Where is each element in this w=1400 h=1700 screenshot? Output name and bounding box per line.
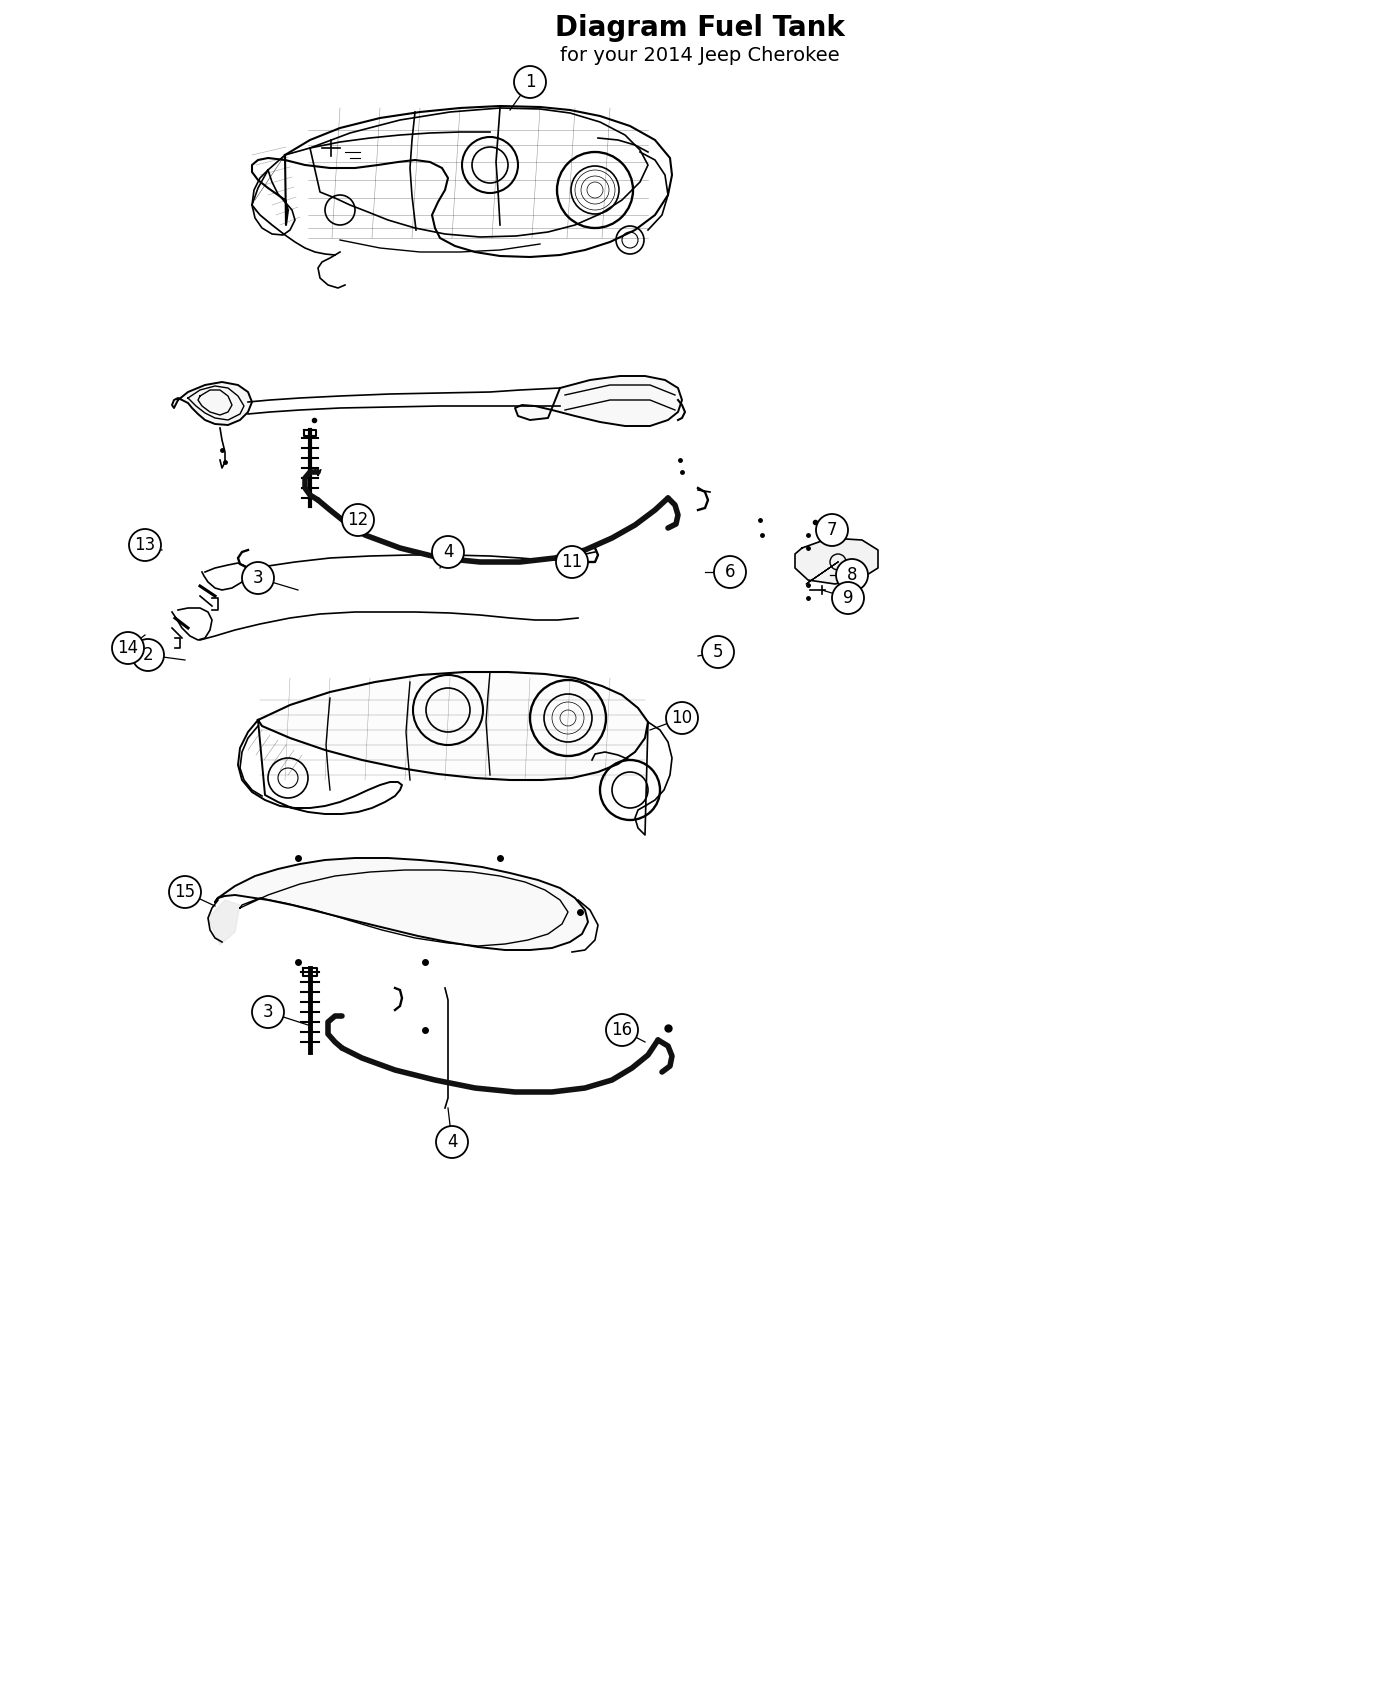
Circle shape (169, 876, 202, 908)
Text: 8: 8 (847, 566, 857, 585)
Text: 12: 12 (347, 512, 368, 529)
Text: 4: 4 (442, 542, 454, 561)
Polygon shape (258, 672, 648, 780)
Circle shape (701, 636, 734, 668)
Circle shape (132, 639, 164, 672)
Circle shape (832, 581, 864, 614)
Circle shape (714, 556, 746, 588)
Circle shape (129, 529, 161, 561)
Text: Diagram Fuel Tank: Diagram Fuel Tank (554, 14, 846, 42)
Circle shape (606, 1013, 638, 1046)
Text: 11: 11 (561, 552, 582, 571)
Text: 13: 13 (134, 536, 155, 554)
Circle shape (514, 66, 546, 99)
Polygon shape (172, 382, 252, 425)
Circle shape (435, 1125, 468, 1158)
Text: 3: 3 (252, 570, 263, 586)
Text: 6: 6 (725, 563, 735, 581)
Polygon shape (515, 376, 682, 427)
Polygon shape (209, 899, 239, 945)
Circle shape (666, 702, 699, 734)
Polygon shape (795, 537, 878, 585)
Text: 2: 2 (143, 646, 154, 665)
Text: 4: 4 (447, 1132, 458, 1151)
Text: 5: 5 (713, 643, 724, 661)
Circle shape (816, 513, 848, 546)
Text: 1: 1 (525, 73, 535, 92)
Circle shape (433, 536, 463, 568)
Text: 10: 10 (672, 709, 693, 728)
Text: 16: 16 (612, 1022, 633, 1039)
Text: 9: 9 (843, 588, 853, 607)
Circle shape (556, 546, 588, 578)
Circle shape (252, 996, 284, 1028)
Text: 15: 15 (175, 882, 196, 901)
Text: for your 2014 Jeep Cherokee: for your 2014 Jeep Cherokee (560, 46, 840, 65)
Circle shape (342, 503, 374, 536)
Text: 3: 3 (263, 1003, 273, 1022)
Circle shape (112, 632, 144, 665)
Text: 7: 7 (827, 520, 837, 539)
Circle shape (242, 563, 274, 593)
Circle shape (836, 559, 868, 592)
Text: 14: 14 (118, 639, 139, 656)
Polygon shape (216, 858, 588, 950)
